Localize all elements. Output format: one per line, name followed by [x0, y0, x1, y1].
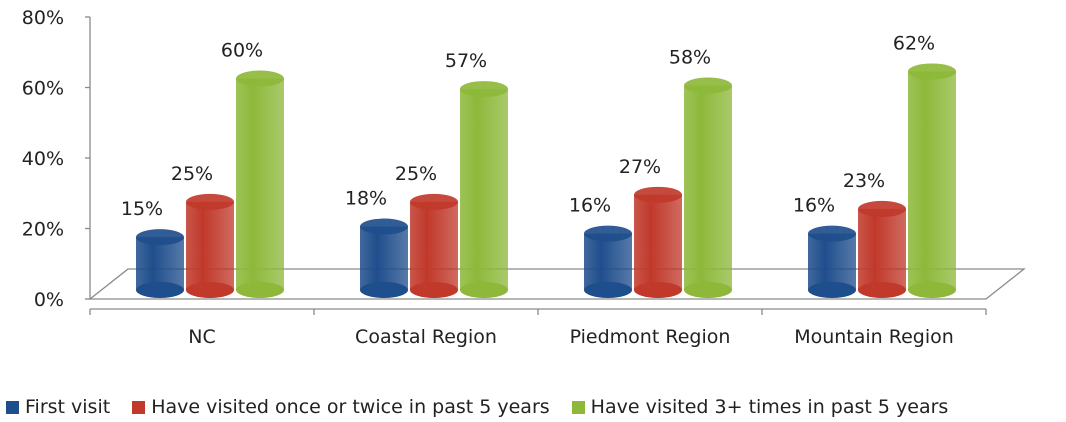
bar-top	[808, 225, 856, 242]
bar-first-visit-piedmont-region	[584, 225, 632, 298]
bar-have-visited-3-times-in-past-5-years-piedmont-region	[684, 77, 732, 298]
y-tick-label: 20%	[22, 219, 64, 241]
y-tick-label: 80%	[22, 7, 64, 29]
x-tick-label-piedmont-region: Piedmont Region	[570, 326, 731, 348]
data-label-have-visited-3-times-in-past-5-years-nc: 60%	[221, 40, 263, 62]
bar-first-visit-nc	[136, 229, 184, 298]
bar-body	[808, 233, 856, 290]
data-label-have-visited-3-times-in-past-5-years-coastal-region: 57%	[445, 50, 487, 72]
x-tick-label-nc: NC	[188, 326, 215, 348]
data-label-have-visited-once-or-twice-in-past-5-years-piedmont-region: 27%	[619, 156, 661, 178]
bar-have-visited-once-or-twice-in-past-5-years-piedmont-region	[634, 186, 682, 298]
x-tick-label-coastal-region: Coastal Region	[355, 326, 497, 348]
bar-top	[236, 70, 284, 87]
y-tick-label: 0%	[34, 289, 64, 311]
data-label-first-visit-piedmont-region: 16%	[569, 195, 611, 217]
bar-body	[908, 71, 956, 290]
legend-label-visited-once-or-twice: Have visited once or twice in past 5 yea…	[151, 396, 550, 418]
data-label-have-visited-once-or-twice-in-past-5-years-nc: 25%	[171, 163, 213, 185]
legend-item-first-visit: First visit	[6, 396, 110, 418]
bar-top	[858, 200, 906, 217]
y-tick-label: 40%	[22, 148, 64, 170]
bar-body	[136, 237, 184, 290]
x-tick-label-mountain-region: Mountain Region	[794, 326, 954, 348]
bar-top	[460, 81, 508, 98]
data-label-first-visit-nc: 15%	[121, 198, 163, 220]
bar-top	[186, 193, 234, 210]
bar-body	[858, 208, 906, 290]
data-label-first-visit-coastal-region: 18%	[345, 188, 387, 210]
bar-body	[634, 194, 682, 290]
bar-body	[360, 226, 408, 290]
bar-top	[410, 193, 458, 210]
data-label-have-visited-once-or-twice-in-past-5-years-coastal-region: 25%	[395, 163, 437, 185]
data-label-have-visited-3-times-in-past-5-years-piedmont-region: 58%	[669, 47, 711, 69]
bar-have-visited-3-times-in-past-5-years-mountain-region	[908, 63, 956, 298]
bar-have-visited-once-or-twice-in-past-5-years-coastal-region	[410, 193, 458, 298]
bar-first-visit-mountain-region	[808, 225, 856, 298]
legend-swatch-first-visit	[6, 400, 19, 414]
bar-body	[236, 78, 284, 290]
bar-have-visited-once-or-twice-in-past-5-years-mountain-region	[858, 200, 906, 298]
bar-body	[410, 201, 458, 290]
legend-swatch-visited-once-or-twice	[132, 400, 146, 414]
bar-body	[186, 201, 234, 290]
y-tick-label: 60%	[22, 78, 64, 100]
legend-item-visited-3-plus: Have visited 3+ times in past 5 years	[571, 396, 949, 418]
bar-have-visited-3-times-in-past-5-years-nc	[236, 70, 284, 298]
bar-have-visited-3-times-in-past-5-years-coastal-region	[460, 81, 508, 298]
legend-item-visited-once-or-twice: Have visited once or twice in past 5 yea…	[132, 396, 550, 418]
bar-body	[460, 89, 508, 290]
chart-legend: First visit Have visited once or twice i…	[6, 396, 970, 418]
data-label-have-visited-3-times-in-past-5-years-mountain-region: 62%	[893, 32, 935, 54]
data-label-have-visited-once-or-twice-in-past-5-years-mountain-region: 23%	[843, 170, 885, 192]
chart-floor	[88, 268, 1026, 300]
bar-top	[360, 218, 408, 235]
bar-body	[684, 85, 732, 290]
bar-top	[136, 229, 184, 246]
bar-have-visited-once-or-twice-in-past-5-years-nc	[186, 193, 234, 298]
legend-swatch-visited-3-plus	[571, 400, 585, 414]
bar-top	[634, 186, 682, 203]
bar-first-visit-coastal-region	[360, 218, 408, 298]
legend-label-first-visit: First visit	[25, 396, 111, 418]
data-label-first-visit-mountain-region: 16%	[793, 195, 835, 217]
bar-top	[908, 63, 956, 80]
legend-label-visited-3-plus: Have visited 3+ times in past 5 years	[590, 396, 949, 418]
bar-top	[584, 225, 632, 242]
bar-body	[584, 233, 632, 290]
bar-top	[684, 77, 732, 94]
